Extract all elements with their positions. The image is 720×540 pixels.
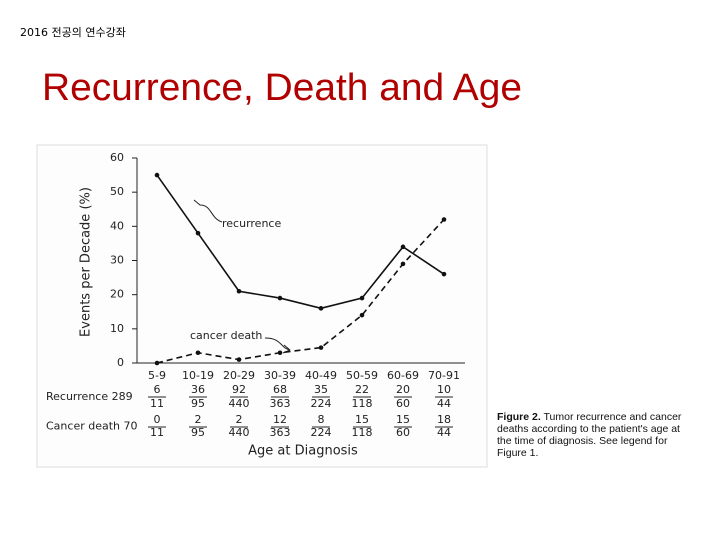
denominator: 224: [311, 397, 332, 410]
data-point: [154, 360, 160, 366]
series-label: recurrence: [222, 217, 281, 230]
slide-header: 2016 전공의 연수강좌: [20, 26, 126, 39]
x-tick-label: 40-49: [305, 369, 337, 382]
denominator: 95: [191, 426, 205, 439]
numerator: 2: [236, 413, 243, 426]
denominator: 118: [352, 426, 373, 439]
y-tick-label: 20: [110, 288, 124, 301]
denominator: 11: [150, 397, 164, 410]
y-tick-label: 30: [110, 254, 124, 267]
denominator: 44: [437, 397, 451, 410]
numerator: 20: [396, 383, 410, 396]
x-tick-label: 60-69: [387, 369, 419, 382]
caption-text: Tumor recurrence and cancer deaths accor…: [497, 411, 682, 459]
numerator: 15: [355, 413, 369, 426]
data-point: [400, 244, 406, 250]
numerator: 22: [355, 383, 369, 396]
numerator: 68: [273, 383, 287, 396]
series-line: [156, 174, 445, 310]
numerator: 0: [154, 413, 161, 426]
data-point: [277, 350, 283, 356]
data-point: [318, 306, 324, 311]
x-tick-label: 30-39: [264, 369, 296, 382]
numerator: 36: [191, 383, 205, 396]
x-tick-label: 20-29: [223, 369, 255, 382]
data-point: [236, 288, 242, 294]
denominator: 363: [270, 397, 291, 410]
denominator: 95: [191, 397, 205, 410]
data-point: [359, 312, 365, 318]
denominator: 440: [229, 397, 250, 410]
numerator: 6: [154, 383, 161, 396]
y-tick-label: 0: [117, 356, 124, 369]
numerator: 18: [437, 413, 451, 426]
y-tick-label: 40: [110, 219, 124, 232]
y-axis-label: Events per Decade (%): [79, 187, 94, 337]
x-axis-label: Age at Diagnosis: [248, 444, 358, 459]
series-label: cancer death: [190, 329, 262, 342]
denominator: 60: [396, 426, 410, 439]
data-point: [441, 217, 447, 222]
slide-title: Recurrence, Death and Age: [42, 67, 522, 109]
data-point: [359, 295, 365, 301]
data-point: [195, 230, 201, 236]
figure-caption: Figure 2. Tumor recurrence and cancer de…: [497, 411, 692, 459]
data-point: [195, 350, 201, 356]
caption-label: Figure 2.: [497, 411, 541, 423]
data-point: [154, 172, 160, 178]
data-point: [400, 261, 406, 267]
numerator: 10: [437, 383, 451, 396]
x-tick-label: 10-19: [182, 369, 214, 382]
row-label: Cancer death 70: [46, 420, 138, 433]
y-tick-label: 50: [110, 185, 124, 198]
denominator: 44: [437, 426, 451, 439]
denominator: 224: [311, 426, 332, 439]
numerator: 2: [195, 413, 202, 426]
numerator: 8: [318, 413, 325, 426]
numerator: 92: [232, 383, 246, 396]
numerator: 35: [314, 383, 328, 396]
x-tick-label: 5-9: [148, 369, 166, 382]
data-point: [277, 295, 283, 301]
data-point: [236, 357, 242, 362]
numerator: 15: [396, 413, 410, 426]
series-line: [156, 218, 445, 364]
y-tick-label: 10: [110, 322, 124, 335]
x-tick-label: 50-59: [346, 369, 378, 382]
numerator: 12: [273, 413, 287, 426]
x-tick-label: 70-91: [428, 369, 460, 382]
denominator: 60: [396, 397, 410, 410]
denominator: 363: [270, 426, 291, 439]
denominator: 440: [229, 426, 250, 439]
figure-frame: [36, 144, 488, 468]
y-tick-label: 60: [110, 151, 124, 164]
denominator: 11: [150, 426, 164, 439]
denominator: 118: [352, 397, 373, 410]
data-point: [318, 345, 324, 350]
row-label: Recurrence 289: [46, 390, 133, 403]
data-point: [441, 271, 447, 277]
annotation-arrow: [193, 199, 223, 223]
